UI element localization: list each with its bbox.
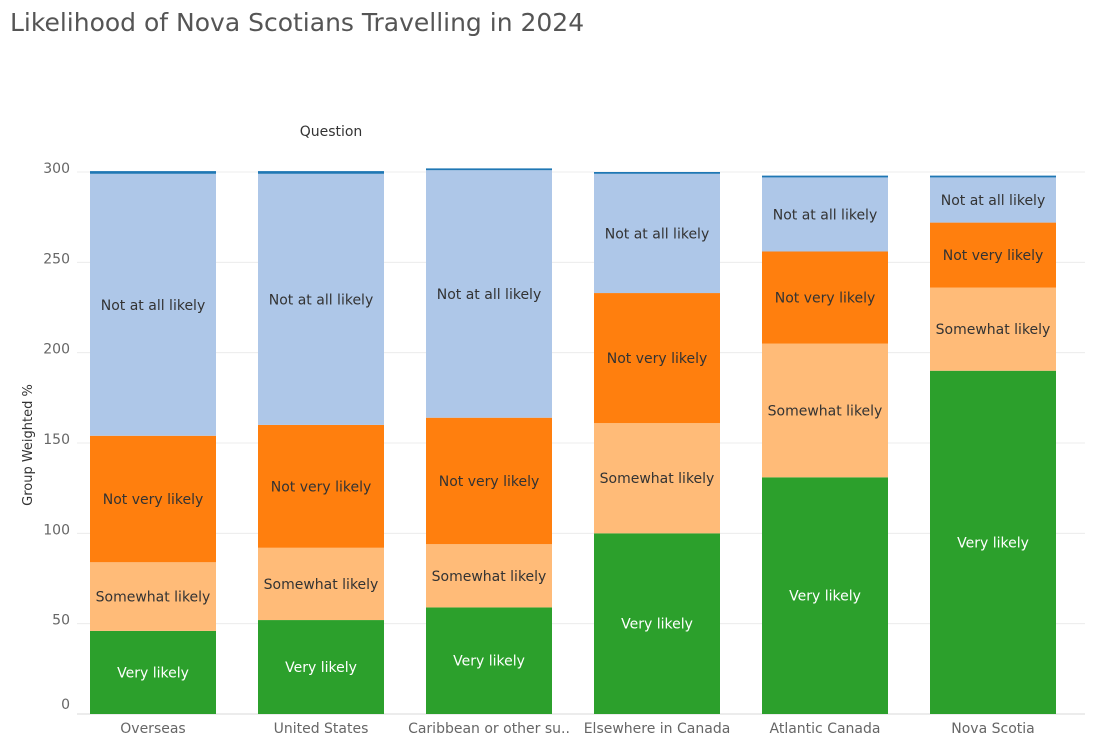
x-tick-label: Caribbean or other su.. [408, 721, 570, 737]
y-tick-label: 0 [61, 697, 70, 713]
bar-segment-label: Not at all likely [773, 207, 877, 223]
bar-segment-label: Not at all likely [101, 298, 205, 314]
bar-segment [762, 177, 888, 252]
bar-segment [594, 293, 720, 424]
bar-segment [90, 173, 216, 436]
bar-segment [594, 173, 720, 294]
bar-segment [762, 343, 888, 478]
bar-segment [930, 175, 1056, 178]
bar-segment-label: Somewhat likely [96, 590, 211, 606]
bar-segment-label: Somewhat likely [936, 322, 1051, 338]
bar-segment-label: Somewhat likely [768, 403, 883, 419]
bar-segment [90, 562, 216, 631]
y-tick-label: 150 [43, 432, 70, 448]
bar-segment-label: Not very likely [271, 479, 372, 495]
bar-segment-label: Not very likely [775, 291, 876, 307]
bar-segment-label: Very likely [453, 654, 525, 670]
bar-segment [930, 370, 1056, 714]
bar-segment-label: Very likely [117, 665, 189, 681]
bar-segment-label: Not at all likely [605, 226, 709, 242]
x-tick-label: Atlantic Canada [770, 721, 881, 737]
bar-segment-label: Somewhat likely [264, 577, 379, 593]
chart-title: Likelihood of Nova Scotians Travelling i… [10, 8, 585, 37]
y-tick-label: 200 [43, 342, 70, 358]
bar-segment [426, 544, 552, 608]
x-tick-label: Overseas [120, 721, 185, 737]
bar-segment-label: Somewhat likely [432, 569, 547, 585]
bar-segment [594, 533, 720, 714]
bar-segment [426, 417, 552, 545]
bar-segment-label: Not at all likely [269, 292, 373, 308]
column-header: Question [300, 124, 363, 140]
y-tick-label: 250 [43, 251, 70, 267]
bar-segment-label: Very likely [285, 660, 357, 676]
bar-segment [762, 251, 888, 344]
bar-segment-label: Somewhat likely [600, 471, 715, 487]
bar-segment-label: Not at all likely [941, 193, 1045, 209]
bar-segment-label: Not very likely [439, 474, 540, 490]
bar-segment-label: Not very likely [607, 351, 708, 367]
bar-segment [426, 168, 552, 171]
bar-segment-label: Very likely [789, 589, 861, 605]
bar-segment-label: Not very likely [943, 248, 1044, 264]
bar-segment-label: Not very likely [103, 492, 204, 508]
x-tick-label: Nova Scotia [951, 721, 1034, 737]
bar-segment [426, 607, 552, 714]
x-tick-label: Elsewhere in Canada [584, 721, 731, 737]
bar-segment [930, 287, 1056, 371]
bar-segment [762, 175, 888, 178]
y-tick-label: 50 [52, 613, 70, 629]
bar-segment [90, 630, 216, 714]
bar-segment-label: Very likely [957, 535, 1029, 551]
bar-segment [930, 222, 1056, 288]
bar-segment [258, 424, 384, 548]
bar-segment-label: Not at all likely [437, 287, 541, 303]
bar-segment [594, 172, 720, 174]
y-axis-title: Group Weighted % [21, 384, 36, 506]
bar-segment [258, 620, 384, 714]
bar-segment [930, 177, 1056, 223]
bar-segment [90, 171, 216, 174]
bar-segment [258, 171, 384, 174]
bar-segment [426, 170, 552, 418]
bar-segment [258, 547, 384, 621]
bar-segment [762, 477, 888, 714]
y-tick-label: 300 [43, 161, 70, 177]
y-tick-label: 100 [43, 522, 70, 538]
x-tick-label: United States [274, 721, 369, 737]
bar-segment-label: Very likely [621, 617, 693, 633]
bar-segment [258, 173, 384, 425]
bar-segment [594, 423, 720, 534]
bar-segment [90, 435, 216, 563]
